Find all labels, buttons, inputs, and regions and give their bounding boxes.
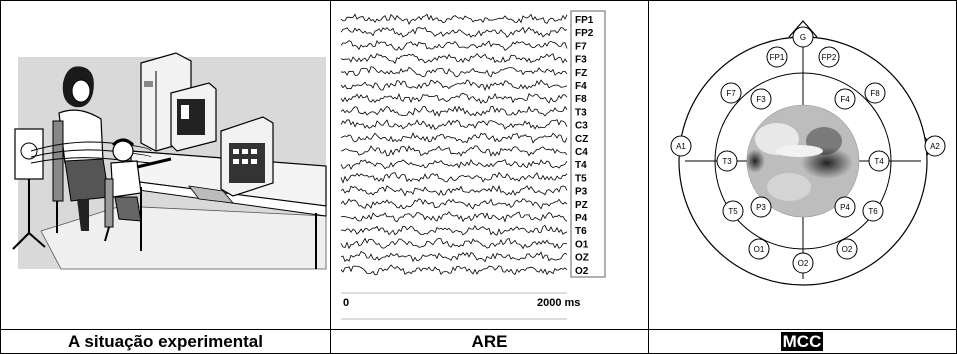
electrode-o1: O1	[749, 239, 769, 259]
eeg-channel-label: OZ	[575, 253, 589, 264]
electrode-p3: P3	[751, 197, 771, 217]
topo-lower-region	[767, 173, 811, 201]
eeg-trace-t6	[341, 225, 567, 235]
caption-mcc: MCC	[649, 331, 955, 353]
electrode-f3: F3	[751, 89, 771, 109]
time-axis-end: 2000 ms	[537, 297, 580, 309]
head-map-panel: G FP1 FP2 F7 F3 F4 F8 A1 T3 T4 A2 T5 P3 P4 T6 O1 O2 O2	[649, 1, 955, 329]
eeg-traces: FP1 FP2 F7 F3 FZ F4 F8 T3 C3 CZ C4 T4 T5 P3 PZ P4 T6 O1 OZ…	[331, 1, 648, 329]
electrode-o2: O2	[793, 253, 813, 273]
time-axis-start: 0	[343, 297, 349, 309]
electrode-label: O1	[754, 245, 765, 254]
head-topography-map: G FP1 FP2 F7 F3 F4 F8 A1 T3 T4 A2 T5 P3 P4 T6 O1 O2 O2	[649, 1, 955, 329]
eeg-trace-f7	[341, 41, 567, 51]
electrode-t4: T4	[869, 151, 889, 171]
electrode-label: T3	[722, 157, 732, 166]
electrode-label: T6	[868, 207, 878, 216]
eeg-trace-o2	[341, 265, 567, 275]
eeg-channel-label: T4	[575, 160, 587, 171]
eeg-channel-label: FZ	[575, 68, 587, 79]
electrode-t5: T5	[723, 201, 743, 221]
electrode-fp1: FP1	[767, 47, 787, 67]
electrode-label: T5	[728, 207, 738, 216]
eeg-trace-o1	[341, 238, 567, 248]
eeg-trace-oz	[341, 252, 567, 262]
electrode-label: F4	[840, 95, 850, 104]
electrode-label: G	[800, 33, 806, 42]
eeg-trace-fp2	[341, 28, 567, 38]
experimental-situation-illustration	[1, 1, 330, 329]
eeg-channel-label: FP1	[575, 15, 594, 26]
eeg-trace-f4	[341, 80, 567, 90]
eeg-trace-cz	[341, 133, 567, 143]
electrode-t6: T6	[863, 201, 883, 221]
electrode-t3: T3	[717, 151, 737, 171]
electrode-label: FP2	[822, 53, 837, 62]
eeg-channel-label: C4	[575, 147, 588, 158]
eeg-trace-c3	[341, 120, 567, 130]
eeg-trace-t5	[341, 173, 567, 183]
eeg-channel-label: P4	[575, 213, 588, 224]
electrode-label: P3	[756, 203, 766, 212]
electrode-label: F7	[726, 89, 736, 98]
electrode-label: A1	[676, 142, 686, 151]
electrode-g: G	[793, 27, 813, 47]
caption-experimental-situation: A situação experimental	[1, 331, 330, 353]
eeg-channel-label: FP2	[575, 28, 594, 39]
eeg-channel-label: CZ	[575, 134, 588, 145]
eeg-trace-fp1	[341, 14, 567, 24]
electrode-o2: O2	[837, 239, 857, 259]
eeg-trace-p4	[341, 212, 567, 222]
experimental-situation-panel	[1, 1, 330, 329]
eeg-trace-p3	[341, 186, 567, 196]
topo-band	[775, 145, 823, 157]
topo-left-dark	[745, 149, 765, 173]
electrode-label: O2	[798, 259, 809, 268]
electrode-label: F3	[756, 95, 766, 104]
electrode-label: A2	[930, 142, 940, 151]
caption-divider	[0, 329, 957, 330]
eeg-channel-label: F7	[575, 41, 587, 52]
electrode-a2: A2	[925, 136, 945, 156]
electrode-label: F8	[870, 89, 880, 98]
eeg-channel-label: C3	[575, 121, 588, 132]
eeg-channel-label: P3	[575, 187, 588, 198]
eeg-trace-f3	[341, 54, 567, 64]
electrode-fp2: FP2	[819, 47, 839, 67]
electrode-label: T4	[874, 157, 884, 166]
electrode-label: FP1	[770, 53, 785, 62]
eeg-trace-pz	[341, 199, 567, 209]
eeg-channel-label: T3	[575, 107, 587, 118]
eeg-channel-label: O2	[575, 266, 589, 277]
eeg-channel-label: F8	[575, 94, 587, 105]
eeg-trace-fz	[341, 67, 567, 77]
electrode-label: O2	[842, 245, 853, 254]
electrode-a1: A1	[671, 136, 691, 156]
eeg-trace-t3	[341, 106, 567, 116]
caption-mcc-label: MCC	[781, 332, 824, 351]
eeg-channel-label: F3	[575, 55, 587, 66]
electrode-f7: F7	[721, 83, 741, 103]
eeg-channel-label: F4	[575, 81, 587, 92]
eeg-trace-t4	[341, 160, 567, 169]
eeg-trace-c4	[341, 146, 567, 156]
electrode-label: P4	[840, 203, 850, 212]
electrode-f8: F8	[865, 83, 885, 103]
caption-are: ARE	[331, 331, 648, 353]
eeg-channel-label: O1	[575, 239, 589, 250]
eeg-channel-label: T5	[575, 173, 587, 184]
eeg-channel-label: T6	[575, 226, 587, 237]
eeg-channel-label: PZ	[575, 200, 588, 211]
eeg-trace-f8	[341, 93, 567, 103]
electrode-p4: P4	[835, 197, 855, 217]
eeg-panel: FP1 FP2 F7 F3 FZ F4 F8 T3 C3 CZ C4 T4 T5 P3 PZ P4 T6 O1 OZ…	[331, 1, 648, 329]
electrode-f4: F4	[835, 89, 855, 109]
